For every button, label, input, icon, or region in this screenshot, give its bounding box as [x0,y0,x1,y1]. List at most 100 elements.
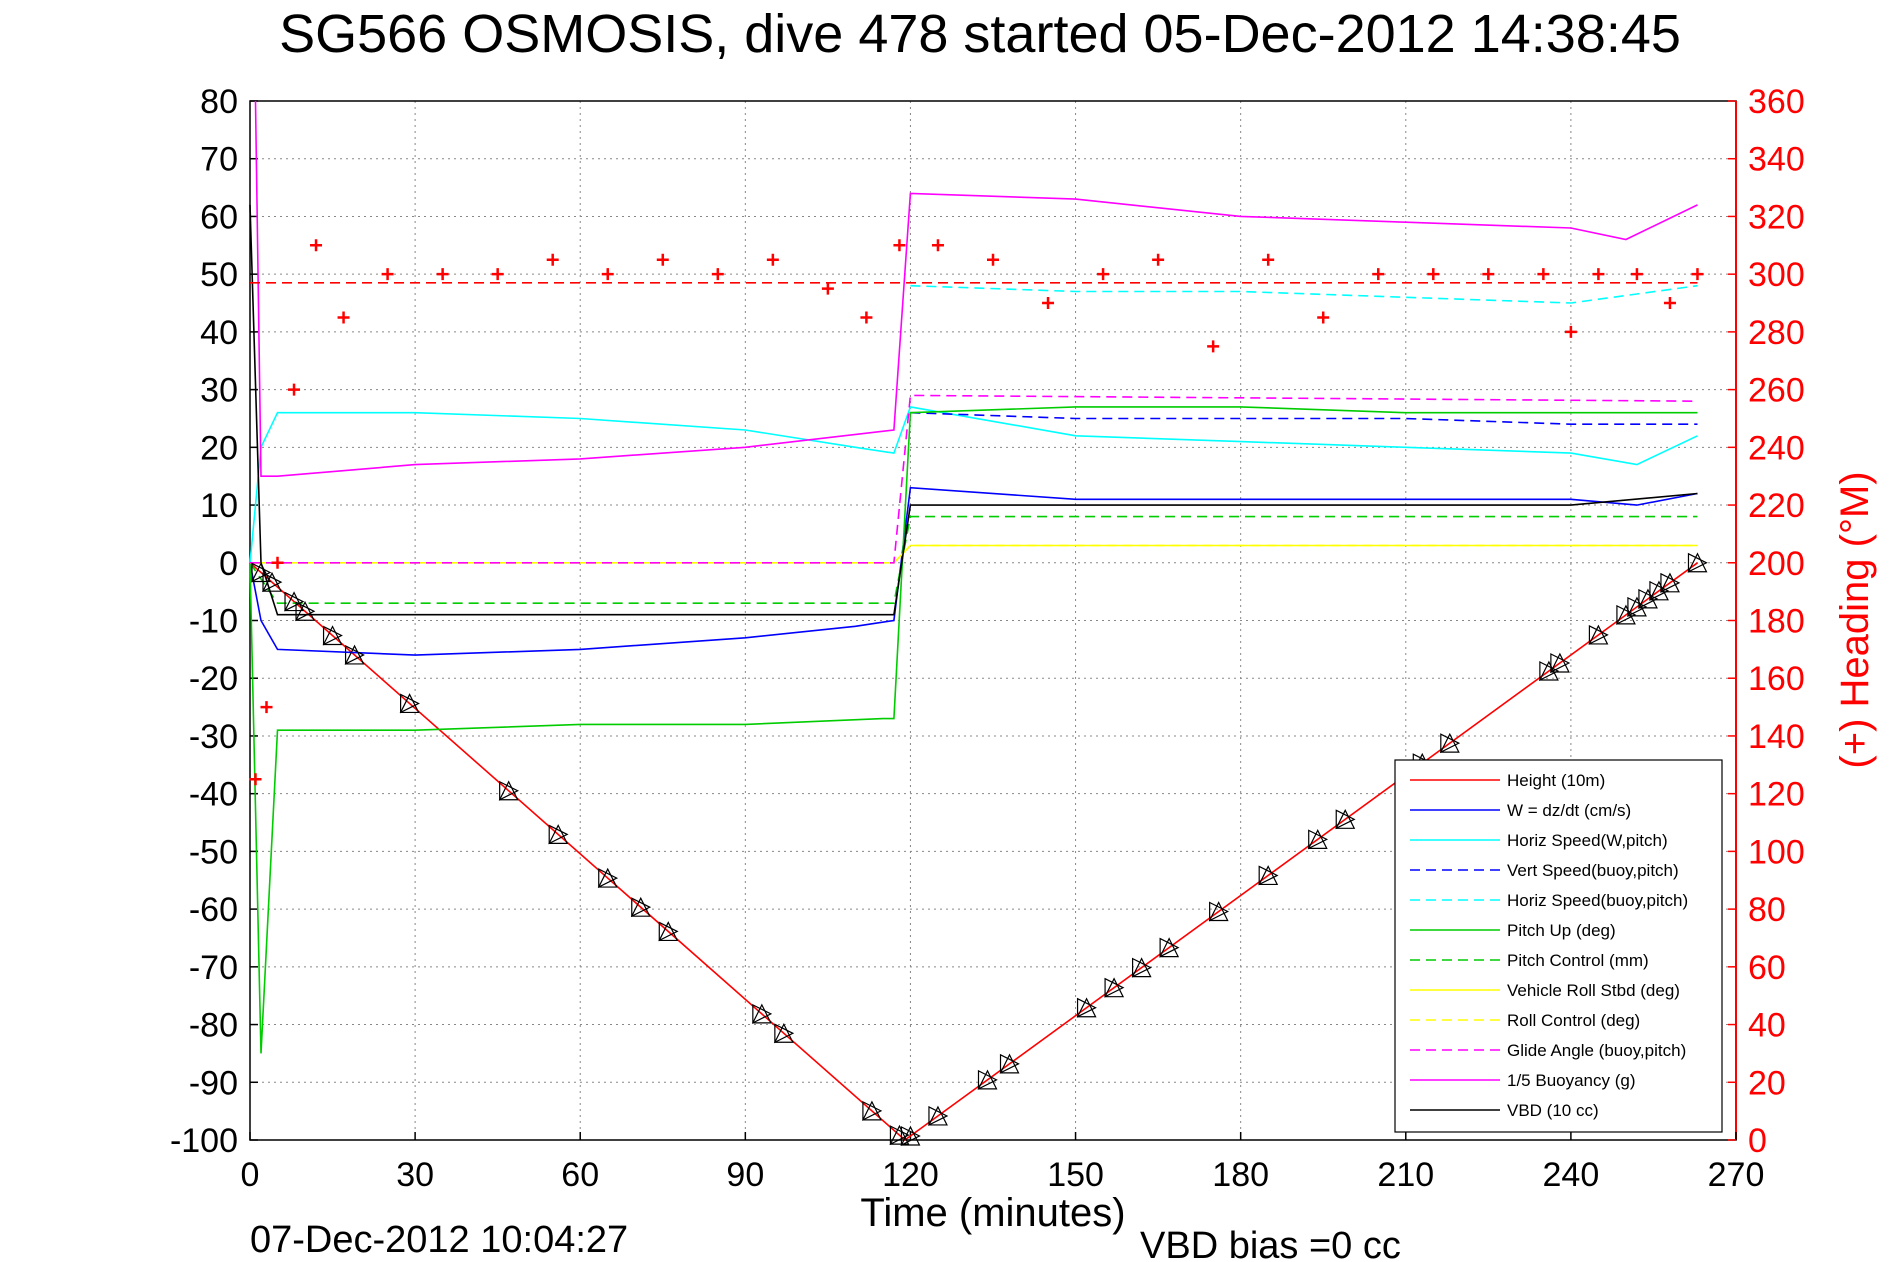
x-tick-label: 90 [726,1156,764,1194]
y2-axis-label: (+) Heading (°M) [1833,471,1877,768]
height-marker-triangle [548,824,569,845]
height-marker-triangle [1439,732,1460,753]
heading-point [1691,268,1704,281]
height-marker-triangle [548,824,569,845]
heading-point [601,268,614,281]
height-marker-triangle [1649,580,1670,601]
legend: Height (10m) W = dz/dt (cm/s) Horiz Speed(… [1394,759,1723,1133]
height-marker-triangle [1616,604,1637,625]
y2-tick-label: 240 [1748,429,1805,467]
y-tick-label: 40 [200,314,238,352]
height-marker-triangle [861,1100,882,1121]
height-marker-triangle [499,780,520,801]
legend-label: W = dz/dt (cm/s) [1507,801,1631,820]
series-pitch-control-mm [249,515,1698,605]
heading-point [987,253,999,266]
height-marker-triangle [630,896,651,917]
y2-tick-label: 80 [1748,891,1786,929]
series--heading-markers [249,239,1704,786]
series-height-10m [249,562,1698,1142]
height-marker-triangle [597,867,618,888]
y2-tick-label: 200 [1748,545,1805,583]
y2-tick-label: 360 [1748,83,1805,121]
heading-point [310,239,323,252]
legend-box [1394,759,1723,1133]
heading-point [711,268,724,281]
height-marker-triangle [631,897,652,918]
y-tick-label: 20 [200,429,238,467]
height-marker-triangle [900,1126,921,1146]
y-tick-label: 60 [200,198,238,236]
heading-point [1207,340,1220,353]
heading-point [1663,297,1676,310]
y-tick-label: 80 [200,83,238,121]
x-tick-label: 180 [1212,1156,1269,1194]
x-axis-label: Time (minutes) [860,1191,1125,1235]
heading-point [766,253,779,266]
heading-point [260,701,273,714]
heading-point [1262,253,1275,266]
heading-point [491,268,504,281]
series-layer [249,100,1704,1142]
height-marker-triangle [295,601,316,622]
chart-title: SG566 OSMOSIS, dive 478 started 05-Dec-2… [279,4,1681,64]
height-marker-triangle [1104,977,1125,998]
x-tick-label: 60 [561,1156,599,1194]
series-horiz-speed-w-pitch [249,405,1698,563]
heading-point [546,253,559,266]
y-tick-label: -60 [189,891,238,929]
height-marker-triangle [751,1003,772,1024]
height-marker-triangle [1638,588,1659,609]
height-marker-triangle [1308,829,1329,850]
x-axis-ticks: 0 30 60 90 120 150 180 210 240 270 [241,1132,1765,1194]
legend-label: Height (10m) [1507,771,1605,790]
legend-label: Vehicle Roll Stbd (deg) [1507,981,1680,1000]
heading-point [1564,325,1577,338]
heading-point [381,268,394,281]
x-tick-label: 270 [1708,1156,1765,1194]
heading-point [893,239,906,252]
y2-tick-label: 300 [1748,256,1805,294]
legend-label: Horiz Speed(W,pitch) [1507,831,1668,850]
height-marker-triangle [322,625,343,646]
legend-label: Glide Angle (buoy,pitch) [1507,1041,1686,1060]
heading-point [1317,311,1330,324]
height-marker-triangle [774,1023,795,1044]
y-tick-label: 50 [200,256,238,294]
height-marker-triangle [1539,661,1560,681]
legend-label: Horiz Speed(buoy,pitch) [1507,891,1688,910]
height-marker-triangle [1159,937,1180,958]
height-marker-triangle [1687,552,1708,573]
height-marker-triangle [284,591,305,612]
heading-point [1592,268,1605,281]
y2-tick-label: 320 [1748,198,1805,236]
height-marker-triangle [251,562,272,583]
series-w-dz-dt-cm-s [249,486,1698,656]
height-marker-triangle [900,1125,921,1146]
height-marker-triangle [344,644,365,665]
heading-point [1042,297,1055,310]
height-marker-triangle [1627,596,1648,617]
height-marker-triangle [658,921,679,942]
height-marker-triangle [1076,997,1097,1018]
height-marker-triangle [1258,865,1279,886]
y2-tick-label: 180 [1748,603,1805,641]
height-marker-triangle [1549,652,1570,673]
height-marker-triangle [752,1003,773,1024]
heading-point [821,282,834,295]
legend-label: VBD (10 cc) [1507,1101,1599,1120]
y2-tick-label: 60 [1748,949,1786,987]
heading-point [1152,253,1165,266]
y-axis-ticks: 80 70 60 50 40 30 20 10 0 -10 -20 -30 -40 -50 -60 -70 -8… [170,83,258,1160]
height-marker-triangle [399,693,420,714]
height-marker-triangle [1440,733,1461,754]
height-marker-triangle [1588,624,1609,645]
series-pitch-up-deg [249,406,1698,1054]
heading-point [1482,268,1495,281]
series-vert-speed-buoy-pitch [910,411,1698,426]
height-marker-triangle [1659,572,1680,593]
legend-label: 1/5 Buoyancy (g) [1507,1071,1636,1090]
height-marker-triangle [1335,809,1356,830]
y-tick-label: 70 [200,141,238,179]
